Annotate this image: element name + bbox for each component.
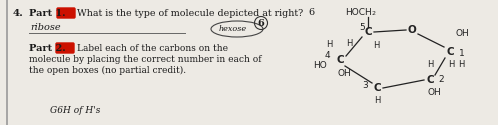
Text: H: H (346, 39, 353, 48)
Text: G6H of H's: G6H of H's (50, 106, 101, 115)
Text: 2: 2 (372, 11, 376, 16)
Text: molecule by placing the correct number in each of: molecule by placing the correct number i… (29, 55, 261, 64)
Text: OH: OH (428, 88, 442, 97)
FancyBboxPatch shape (56, 43, 74, 53)
Text: OH: OH (455, 29, 469, 38)
Text: 3: 3 (362, 80, 368, 90)
Text: O: O (408, 25, 416, 35)
Text: the open boxes (no partial credit).: the open boxes (no partial credit). (29, 66, 186, 75)
Text: H: H (427, 60, 433, 69)
Text: H: H (448, 60, 454, 69)
Text: C: C (373, 83, 381, 93)
Text: C: C (364, 27, 372, 37)
Text: HO: HO (313, 60, 327, 70)
Text: OH: OH (338, 69, 352, 78)
FancyBboxPatch shape (57, 8, 75, 18)
Text: C: C (446, 47, 454, 57)
Text: Part 1.: Part 1. (29, 9, 66, 18)
Text: C: C (336, 55, 344, 65)
Text: H: H (374, 96, 380, 105)
Text: 6: 6 (257, 18, 264, 28)
Text: ribose: ribose (30, 23, 61, 32)
Text: H: H (373, 41, 379, 50)
Text: C: C (426, 75, 434, 85)
Text: 6: 6 (308, 8, 314, 17)
Text: HOCH: HOCH (345, 8, 372, 17)
Text: 4.: 4. (13, 9, 24, 18)
Text: hexose: hexose (219, 25, 247, 33)
Text: 1: 1 (459, 50, 465, 58)
Text: H: H (458, 60, 464, 69)
Text: What is the type of molecule depicted at right?: What is the type of molecule depicted at… (77, 9, 303, 18)
Text: 5: 5 (359, 24, 365, 32)
Text: Part 2.: Part 2. (29, 44, 66, 53)
Text: 4: 4 (325, 50, 331, 59)
Text: H: H (326, 40, 332, 49)
Text: 2: 2 (438, 76, 444, 84)
Text: Label each of the carbons on the: Label each of the carbons on the (77, 44, 228, 53)
